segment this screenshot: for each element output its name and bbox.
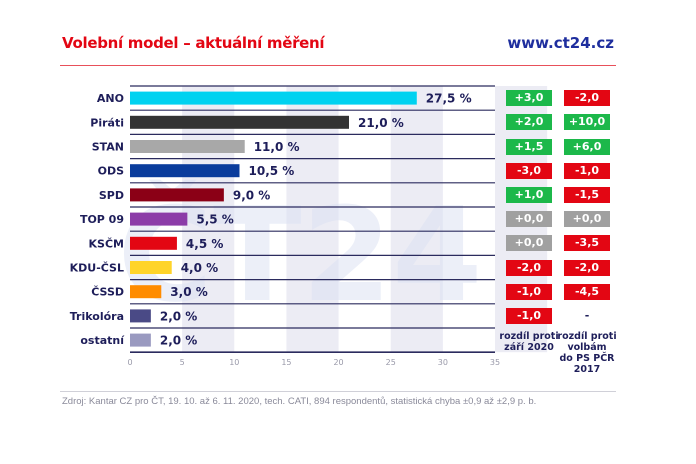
grid-band — [286, 86, 339, 353]
grid-band — [390, 86, 443, 353]
bar-ods — [130, 164, 240, 178]
diff-header-line: rozdíl proti — [499, 331, 559, 342]
diff-cell: -3,5 — [564, 235, 610, 252]
diff-cell: -1,0 — [506, 307, 552, 324]
diff-cell: +1,0 — [506, 186, 552, 203]
diff-header-line: rozdíl proti — [557, 331, 617, 342]
bar-trikol-ra — [130, 309, 151, 323]
diff-header-line: září 2020 — [504, 342, 554, 353]
title-divider — [60, 65, 616, 66]
diff-column-header: rozdíl proti volbám do PS PČR 2017 — [554, 331, 620, 375]
diff-header-line: do PS PČR — [559, 353, 615, 364]
category-label: KSČM — [89, 237, 124, 250]
value-label: 4,5 % — [186, 237, 223, 251]
diff-cell: -2,0 — [564, 90, 610, 107]
category-label: ČSSD — [91, 286, 124, 299]
value-label: 4,0 % — [181, 261, 218, 275]
bar-pir-ti — [130, 115, 349, 129]
bar--ssd — [130, 285, 162, 299]
diff-cell: -3,0 — [506, 162, 552, 179]
diff-cell: +2,0 — [506, 114, 552, 131]
x-tick-label: 35 — [490, 358, 500, 367]
value-label: 2,0 % — [160, 334, 197, 348]
category-label: ANO — [97, 92, 124, 105]
source-note: Zdroj: Kantar CZ pro ČT, 19. 10. až 6. 1… — [62, 396, 537, 407]
x-tick-label: 5 — [180, 358, 185, 367]
category-label: SPD — [99, 189, 124, 202]
diff-cell: +3,0 — [506, 90, 552, 107]
site-url[interactable]: www.ct24.cz — [507, 34, 614, 52]
category-label: Piráti — [90, 116, 124, 129]
x-tick-label: 0 — [127, 358, 132, 367]
diff-cell: +0,0 — [564, 211, 610, 228]
diff-cell: - — [584, 308, 590, 322]
footer-divider — [60, 391, 616, 392]
diff-cell: +0,0 — [506, 211, 552, 228]
bar-ano — [130, 91, 417, 105]
bar-stan — [130, 140, 245, 153]
value-label: 3,0 % — [170, 285, 207, 299]
diff-cell: -1,0 — [564, 162, 610, 179]
bar-top-09 — [130, 212, 188, 226]
diff-cell: -2,0 — [506, 259, 552, 276]
value-label: 2,0 % — [160, 309, 197, 323]
diff-cell: +6,0 — [564, 138, 610, 155]
diff-cell: -1,5 — [564, 186, 610, 203]
diff-cell: +10,0 — [564, 114, 610, 131]
diff-column-header: rozdíl proti září 2020 — [496, 331, 562, 353]
category-label: ODS — [98, 165, 124, 178]
category-label: STAN — [92, 141, 124, 154]
category-label: KDU-ČSL — [70, 262, 124, 275]
diff-header-line: volbám — [567, 342, 607, 353]
x-tick-label: 20 — [333, 358, 343, 367]
x-tick-label: 10 — [229, 358, 239, 367]
diff-cell: -4,5 — [564, 283, 610, 300]
x-tick-label: 15 — [281, 358, 291, 367]
diff-cell: -2,0 — [564, 259, 610, 276]
value-label: 11,0 % — [254, 140, 300, 154]
diff-cell: +1,5 — [506, 138, 552, 155]
value-label: 5,5 % — [196, 213, 233, 227]
value-label: 10,5 % — [249, 164, 295, 178]
category-label: Trikolóra — [70, 310, 124, 323]
value-label: 27,5 % — [426, 92, 472, 106]
category-label: ostatní — [80, 334, 125, 347]
category-label: TOP 09 — [80, 213, 124, 226]
value-label: 21,0 % — [358, 116, 404, 130]
x-tick-label: 30 — [438, 358, 448, 367]
bar-kdu-sl — [130, 261, 172, 274]
grid-band — [182, 86, 235, 353]
bar-spd — [130, 188, 224, 202]
bar-ks-m — [130, 236, 177, 250]
diff-header-line: 2017 — [573, 364, 601, 375]
diff-cell: -1,0 — [506, 283, 552, 300]
x-tick-label: 25 — [386, 358, 396, 367]
value-label: 9,0 % — [233, 188, 270, 202]
diff-cell: +0,0 — [506, 235, 552, 252]
chart-title: Volební model – aktuální měření — [62, 34, 325, 52]
bar-ostatn- — [130, 333, 151, 347]
